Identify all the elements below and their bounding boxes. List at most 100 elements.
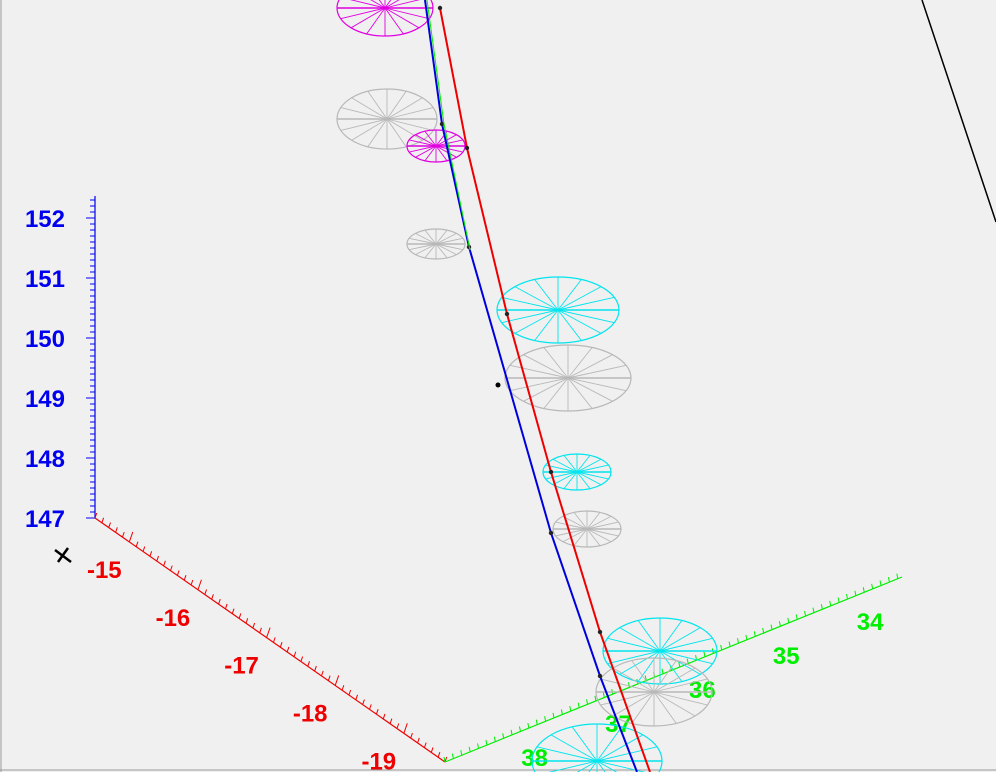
y-axis-tick	[560, 709, 563, 715]
y-axis-tick	[770, 624, 773, 630]
y-axis-tick	[644, 675, 647, 681]
track-point	[597, 629, 603, 635]
y-axis-tick	[896, 573, 899, 579]
y-axis-tick	[753, 631, 756, 637]
y-axis-tick	[829, 600, 832, 606]
track-point	[439, 121, 445, 127]
x-axis-tick	[348, 689, 352, 696]
x-axis-tick	[341, 685, 345, 691]
x-axis-tick	[170, 565, 173, 571]
ellipse-cyan	[602, 617, 718, 685]
x-tick-label: -15	[87, 557, 122, 584]
x-axis-tick	[410, 732, 413, 739]
track-point	[464, 145, 470, 151]
ellipse-magenta	[336, 0, 434, 37]
y-axis-tick	[887, 576, 890, 583]
z-tick-label: 152	[25, 206, 65, 233]
x-axis-tick	[266, 627, 271, 638]
x-axis-tick	[300, 656, 304, 662]
y-axis-tick	[544, 716, 547, 722]
x-axis-tick	[238, 613, 242, 619]
x-axis-tick	[101, 517, 105, 523]
x-axis-tick	[307, 661, 310, 667]
x-axis-tick	[423, 742, 427, 748]
track-point	[548, 530, 554, 536]
x-axis-tick	[252, 622, 256, 629]
x-axis-tick	[293, 651, 297, 657]
y-axis-tick	[787, 617, 790, 623]
y-axis-tick	[686, 658, 689, 664]
x-axis-tick	[190, 579, 194, 586]
y-axis-tick	[627, 682, 630, 688]
ellipse-gray	[336, 88, 438, 150]
x-axis-tick	[286, 646, 290, 653]
y-axis-tick	[778, 621, 781, 627]
y-axis-tick	[703, 651, 706, 657]
x-axis-tick	[272, 637, 276, 643]
track-point	[548, 469, 554, 475]
ellipse-magenta	[406, 129, 466, 163]
x-axis-tick	[355, 694, 359, 700]
x-axis-tick	[176, 570, 180, 576]
z-tick-label: 151	[25, 266, 65, 293]
y-axis-tick	[728, 641, 731, 647]
marker-dot	[495, 382, 501, 388]
x-axis-tick	[396, 723, 400, 729]
y-tick-label: 34	[857, 609, 884, 636]
x-axis-tick	[163, 560, 166, 567]
x-axis-tick	[197, 579, 202, 590]
y-axis-tick	[443, 756, 446, 763]
x-axis-tick	[204, 589, 208, 595]
y-axis-tick	[736, 638, 739, 644]
z-axis: 152 151 150 149 148 147	[25, 196, 96, 533]
green-guide-line	[426, 0, 471, 251]
x-axis-tick	[149, 551, 153, 557]
y-axis-tick	[678, 661, 681, 668]
y-axis-tick	[493, 736, 496, 742]
y-axis-tick	[879, 580, 882, 586]
z-tick-label: 150	[25, 326, 65, 353]
x-axis-tick	[362, 699, 365, 705]
y-axis-tick	[451, 753, 454, 759]
x-axis-tick	[108, 522, 111, 528]
x-axis-tick	[135, 541, 139, 547]
x-axis-tick	[231, 608, 235, 614]
y-axis-tick	[502, 733, 505, 739]
x-axis-tick	[417, 737, 420, 744]
y-axis-tick	[577, 702, 580, 708]
ellipse-gray	[406, 228, 466, 260]
y-axis-tick	[510, 729, 513, 735]
x-axis-tick	[334, 675, 340, 686]
y-axis-tick	[586, 699, 589, 705]
x-tick-label: -19	[361, 748, 396, 772]
ellipse-cyan	[542, 453, 612, 491]
track-point	[437, 5, 443, 11]
z-tick-label: 148	[25, 446, 65, 473]
y-axis-tick	[477, 743, 480, 749]
origin-cross-icon	[54, 547, 72, 563]
x-axis-tick	[128, 531, 134, 543]
y-axis-tick	[552, 712, 555, 718]
track-red-line	[439, 7, 651, 772]
x-tick-label: -16	[156, 605, 191, 632]
x-axis-tick	[121, 531, 125, 538]
y-axis-tick	[661, 668, 664, 674]
ellipse-gray	[552, 510, 622, 548]
x-axis-tick	[94, 512, 98, 519]
track-point	[504, 311, 510, 317]
y-tick-label: 35	[773, 643, 800, 670]
x-axis: -15 -16 -17 -18 -19	[87, 512, 448, 772]
x-axis-tick	[218, 598, 221, 605]
y-axis-tick	[602, 692, 605, 698]
x-axis-tick	[327, 675, 331, 681]
x-axis-tick	[403, 723, 408, 734]
x-axis-tick	[320, 670, 324, 677]
x-axis-tick	[245, 618, 249, 624]
y-axis-tick	[460, 750, 463, 756]
y-axis-tick	[795, 614, 798, 620]
x-axis-tick	[259, 627, 262, 633]
y-axis-tick	[485, 739, 488, 746]
y-axis-tick	[854, 590, 857, 596]
track-blue-line	[424, 0, 638, 772]
